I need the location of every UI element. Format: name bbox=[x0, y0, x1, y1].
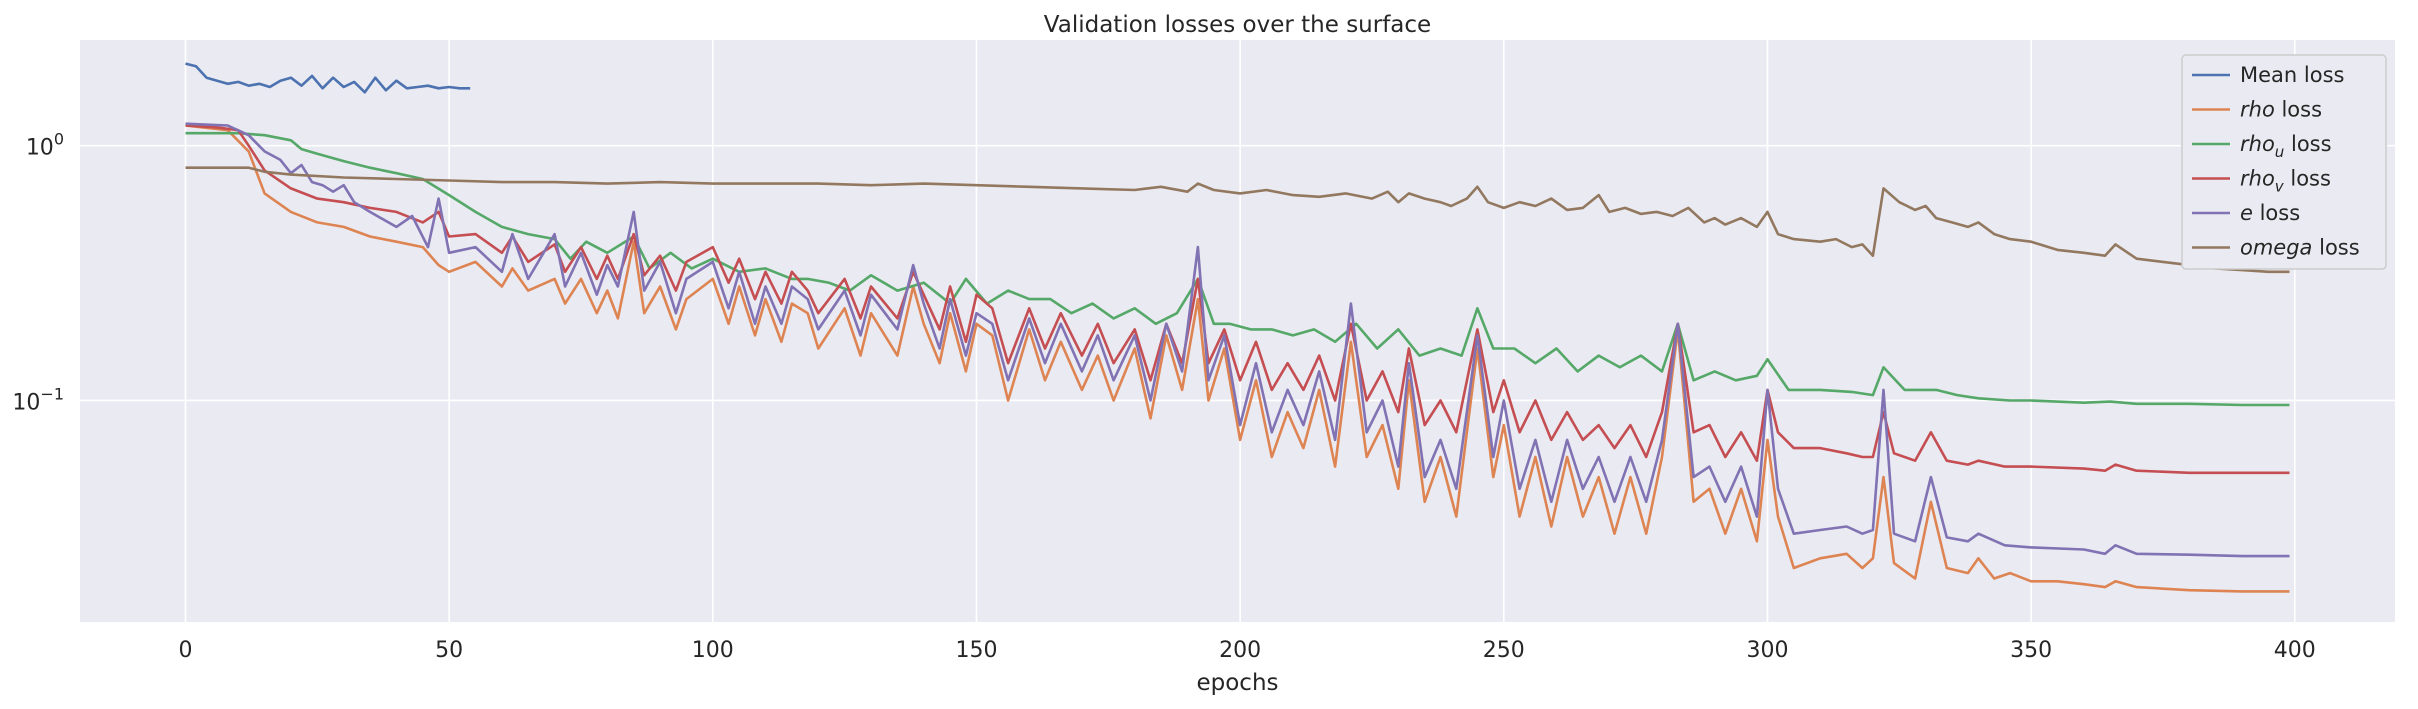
y-tick-label: 10−1 bbox=[12, 384, 64, 415]
legend: Mean loss rho loss rhou loss rhov loss e los… bbox=[2181, 54, 2387, 270]
legend-label: rhou loss bbox=[2240, 132, 2332, 161]
x-tick-label: 150 bbox=[955, 638, 997, 663]
legend-label: rhov loss bbox=[2240, 167, 2331, 196]
legend-label: rho loss bbox=[2240, 98, 2322, 122]
x-tick-label: 0 bbox=[178, 638, 192, 663]
series-line-4 bbox=[185, 122, 2290, 558]
x-tick-label: 300 bbox=[1746, 638, 1788, 663]
x-tick-label: 50 bbox=[435, 638, 463, 663]
series-line-0 bbox=[185, 62, 471, 94]
legend-box bbox=[2181, 54, 2387, 270]
chart-title: Validation losses over the surface bbox=[1044, 12, 1431, 38]
x-tick-label: 400 bbox=[2274, 638, 2316, 663]
x-tick-label: 250 bbox=[1483, 638, 1525, 663]
legend-items: Mean loss rho loss rhou loss rhov loss e los… bbox=[2192, 63, 2360, 260]
series-line-5 bbox=[185, 166, 2290, 274]
y-tick-labels: 100 10−1 bbox=[12, 130, 64, 416]
legend-label: e loss bbox=[2240, 201, 2300, 225]
legend-label: omega loss bbox=[2240, 236, 2360, 260]
series-lines bbox=[185, 62, 2290, 593]
x-axis-label: epochs bbox=[1196, 670, 1278, 696]
plot-area bbox=[80, 40, 2395, 622]
legend-label: Mean loss bbox=[2240, 63, 2344, 87]
x-tick-label: 350 bbox=[2010, 638, 2052, 663]
x-tick-label: 100 bbox=[692, 638, 734, 663]
series-line-2 bbox=[185, 131, 2290, 407]
y-tick-label: 100 bbox=[26, 130, 64, 161]
x-tick-labels: 0 50 100 150 200 250 300 350 400 bbox=[178, 638, 2315, 663]
x-tick-label: 200 bbox=[1219, 638, 1261, 663]
series-line-1 bbox=[185, 124, 2290, 593]
series-line-3 bbox=[185, 124, 2290, 475]
